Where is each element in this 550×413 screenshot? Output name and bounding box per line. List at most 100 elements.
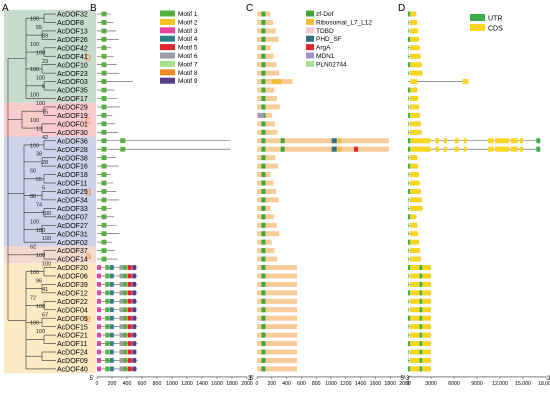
bootstrap-value: 67 (42, 312, 48, 318)
protein-bar (257, 138, 389, 144)
structure-legend-label: CDS (488, 26, 503, 33)
domain-box (261, 36, 266, 42)
motif-box (101, 256, 107, 262)
domain-box (261, 70, 266, 76)
motif-box (109, 282, 114, 287)
utr-box (419, 315, 422, 321)
motif-box (105, 358, 110, 363)
utr-box (408, 248, 409, 254)
motif-legend-swatch (160, 52, 175, 59)
gene-label: AcDOF04 (57, 307, 88, 314)
domain-box (271, 79, 282, 85)
axis-tick-label: 1800 (226, 381, 238, 387)
panel-label-a: A (2, 3, 9, 14)
motif-box (127, 282, 132, 287)
domain-legend-label: Ribosomal_L7_L12 (316, 19, 372, 26)
motif-box (101, 146, 107, 152)
axis-tick-label: 1200 (340, 381, 352, 387)
motif-box (123, 324, 128, 330)
exon-box (409, 112, 420, 118)
axis-tick-label: 0 (96, 381, 99, 387)
utr-box (408, 129, 409, 135)
motif-box (101, 197, 107, 203)
bootstrap-value: 100 (36, 76, 45, 82)
protein-bar (257, 332, 297, 338)
gene-label: AcDOF31 (57, 231, 88, 238)
bootstrap-value: 62 (30, 245, 36, 251)
domain-legend-label: PHD_SF (316, 36, 342, 43)
exon-box (409, 11, 417, 17)
axis-tick-label: 1400 (196, 381, 208, 387)
domain-box (261, 19, 266, 25)
motif-box (97, 273, 101, 279)
gene-label: AcDOF02 (57, 240, 88, 247)
motif-box (127, 349, 132, 355)
axis-tick-label: 400 (282, 381, 291, 387)
axis-tick-label: 1200 (181, 381, 193, 387)
motif-legend-label: Motif 7 (178, 61, 198, 68)
gene-label: AcDOF27 (57, 223, 88, 230)
motif-box (97, 358, 101, 363)
exon-box (454, 138, 459, 144)
bootstrap-value: 100 (42, 211, 51, 217)
motif-box (101, 231, 107, 237)
motif-legend-label: Motif 8 (178, 70, 198, 77)
motif-box (127, 273, 132, 279)
exon-box (409, 87, 418, 93)
group-label-b: b (85, 51, 91, 63)
axis-tick-label: 2000 (241, 381, 253, 387)
domain-box (261, 205, 266, 211)
gene-label: AcDOF37 (57, 248, 88, 255)
utr-box (408, 341, 411, 347)
domain-panel (257, 11, 389, 372)
motif-legend-swatch (160, 60, 175, 67)
protein-bar (257, 324, 297, 330)
utr-box (419, 307, 422, 313)
motif-box (123, 290, 128, 296)
domain-box (257, 112, 264, 118)
utr-box (419, 298, 422, 304)
domain-box (261, 11, 266, 17)
exon-box (409, 214, 417, 220)
motif-box (123, 332, 128, 338)
utr-box (408, 155, 409, 161)
motif-box (105, 315, 110, 321)
protein-bar (257, 222, 277, 228)
protein-bar (257, 121, 275, 127)
axis-five-prime: 5' (90, 376, 94, 382)
exon-box (409, 180, 420, 186)
axis-three-prime: 3' (248, 376, 252, 382)
gene-structure-panel (408, 11, 541, 372)
motif-box (119, 324, 124, 330)
motif-panel (97, 11, 231, 372)
bootstrap-value: 55 (36, 177, 42, 183)
domain-box (261, 357, 266, 363)
domain-box (261, 349, 266, 355)
gene-label: AcDOF10 (57, 62, 88, 69)
bootstrap-value: 100 (42, 236, 51, 242)
domain-box (261, 163, 266, 169)
axis-tick-label: 600 (138, 381, 147, 387)
gene-label: AcDOF8 (57, 20, 84, 27)
protein-bar (257, 357, 297, 363)
protein-bar (257, 231, 280, 237)
motif-box (105, 349, 110, 355)
exon-box (409, 172, 419, 178)
motif-box (127, 324, 132, 330)
gene-label: AcDOF30 (57, 130, 88, 137)
motif-box (109, 332, 114, 338)
motif-box (105, 366, 110, 372)
exon-box (520, 146, 524, 152)
domain-box (261, 324, 266, 330)
motif-box (105, 307, 110, 313)
exon-box (410, 79, 418, 85)
bootstrap-value: 100 (30, 93, 39, 99)
domain-box (261, 188, 266, 194)
protein-bar (257, 188, 277, 194)
axis-five-prime: 5' (401, 376, 405, 382)
exon-box (510, 138, 518, 144)
motif-box (119, 273, 124, 279)
axis-tick-label: 400 (123, 381, 132, 387)
gene-label: AcDOF20 (57, 265, 88, 272)
